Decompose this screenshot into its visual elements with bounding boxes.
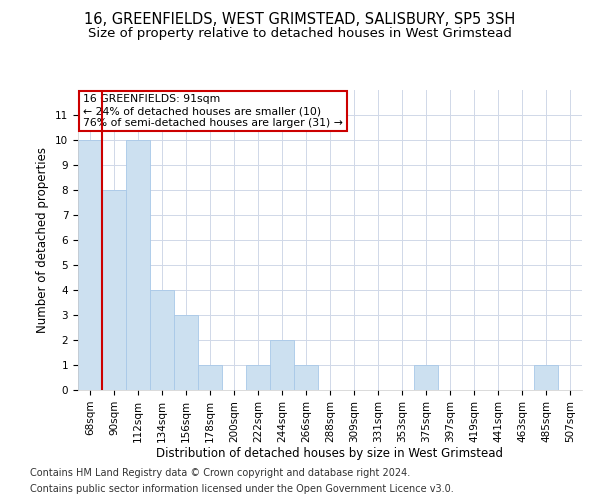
- Text: 16 GREENFIELDS: 91sqm
← 24% of detached houses are smaller (10)
76% of semi-deta: 16 GREENFIELDS: 91sqm ← 24% of detached …: [83, 94, 343, 128]
- Bar: [534, 365, 558, 390]
- Bar: [102, 190, 126, 390]
- Bar: [246, 365, 270, 390]
- Bar: [270, 340, 294, 390]
- Text: Size of property relative to detached houses in West Grimstead: Size of property relative to detached ho…: [88, 28, 512, 40]
- Bar: [198, 365, 222, 390]
- Bar: [150, 290, 174, 390]
- Text: Contains HM Land Registry data © Crown copyright and database right 2024.: Contains HM Land Registry data © Crown c…: [30, 468, 410, 477]
- Text: Contains public sector information licensed under the Open Government Licence v3: Contains public sector information licen…: [30, 484, 454, 494]
- Text: 16, GREENFIELDS, WEST GRIMSTEAD, SALISBURY, SP5 3SH: 16, GREENFIELDS, WEST GRIMSTEAD, SALISBU…: [85, 12, 515, 28]
- Y-axis label: Number of detached properties: Number of detached properties: [37, 147, 49, 333]
- Bar: [414, 365, 438, 390]
- Bar: [174, 315, 198, 390]
- Bar: [78, 140, 102, 390]
- X-axis label: Distribution of detached houses by size in West Grimstead: Distribution of detached houses by size …: [157, 448, 503, 460]
- Bar: [126, 140, 150, 390]
- Bar: [294, 365, 318, 390]
